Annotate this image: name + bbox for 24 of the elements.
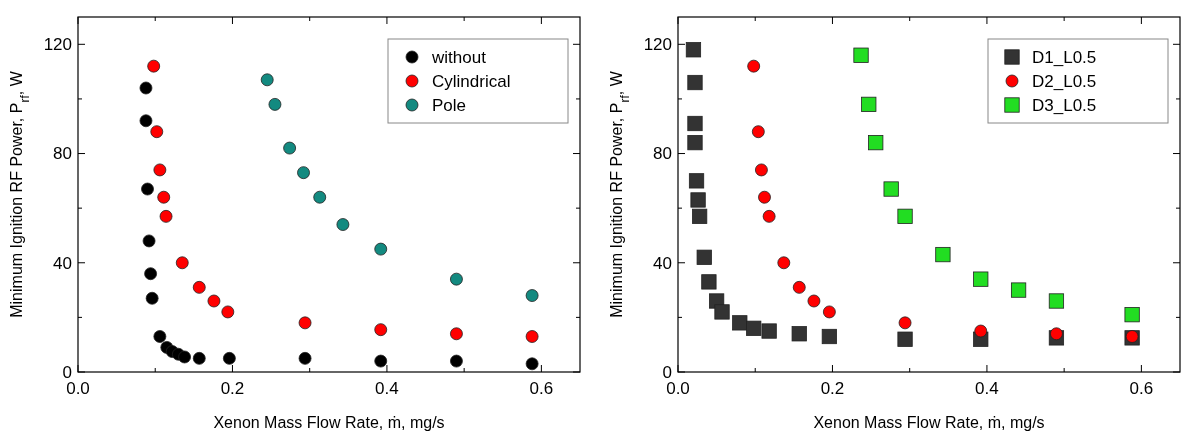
legend-label: D1_L0.5 xyxy=(1032,47,1097,67)
x-tick-label: 0.0 xyxy=(66,379,90,398)
legend-label: Cylindrical xyxy=(432,71,511,91)
x-tick-label: 0.2 xyxy=(820,379,845,398)
x-tick-label: 0.6 xyxy=(529,379,554,398)
legend-label: D3_L0.5 xyxy=(1032,95,1097,115)
legend-label: without xyxy=(431,47,487,67)
x-tick-label: 0.4 xyxy=(975,379,999,398)
x-axis-title: Xenon Mass Flow Rate, ṁ, mg/s xyxy=(813,414,1045,431)
y-tick-label: 120 xyxy=(643,35,672,55)
y-tick-label: 40 xyxy=(653,253,672,273)
y-tick-label: 80 xyxy=(653,144,672,164)
x-tick-label: 0.0 xyxy=(666,379,690,398)
y-tick-label: 0 xyxy=(62,362,72,382)
legend-label: D2_L0.5 xyxy=(1032,71,1097,91)
x-tick-label: 0.6 xyxy=(1129,379,1154,398)
x-tick-label: 0.2 xyxy=(220,379,245,398)
x-axis-title: Xenon Mass Flow Rate, ṁ, mg/s xyxy=(213,414,445,431)
y-tick-label: 0 xyxy=(662,362,672,382)
x-tick-label: 0.4 xyxy=(375,379,399,398)
y-tick-label: 40 xyxy=(53,253,72,273)
y-tick-label: 80 xyxy=(53,144,72,164)
legend-label: Pole xyxy=(432,95,467,115)
y-tick-label: 120 xyxy=(43,35,72,55)
